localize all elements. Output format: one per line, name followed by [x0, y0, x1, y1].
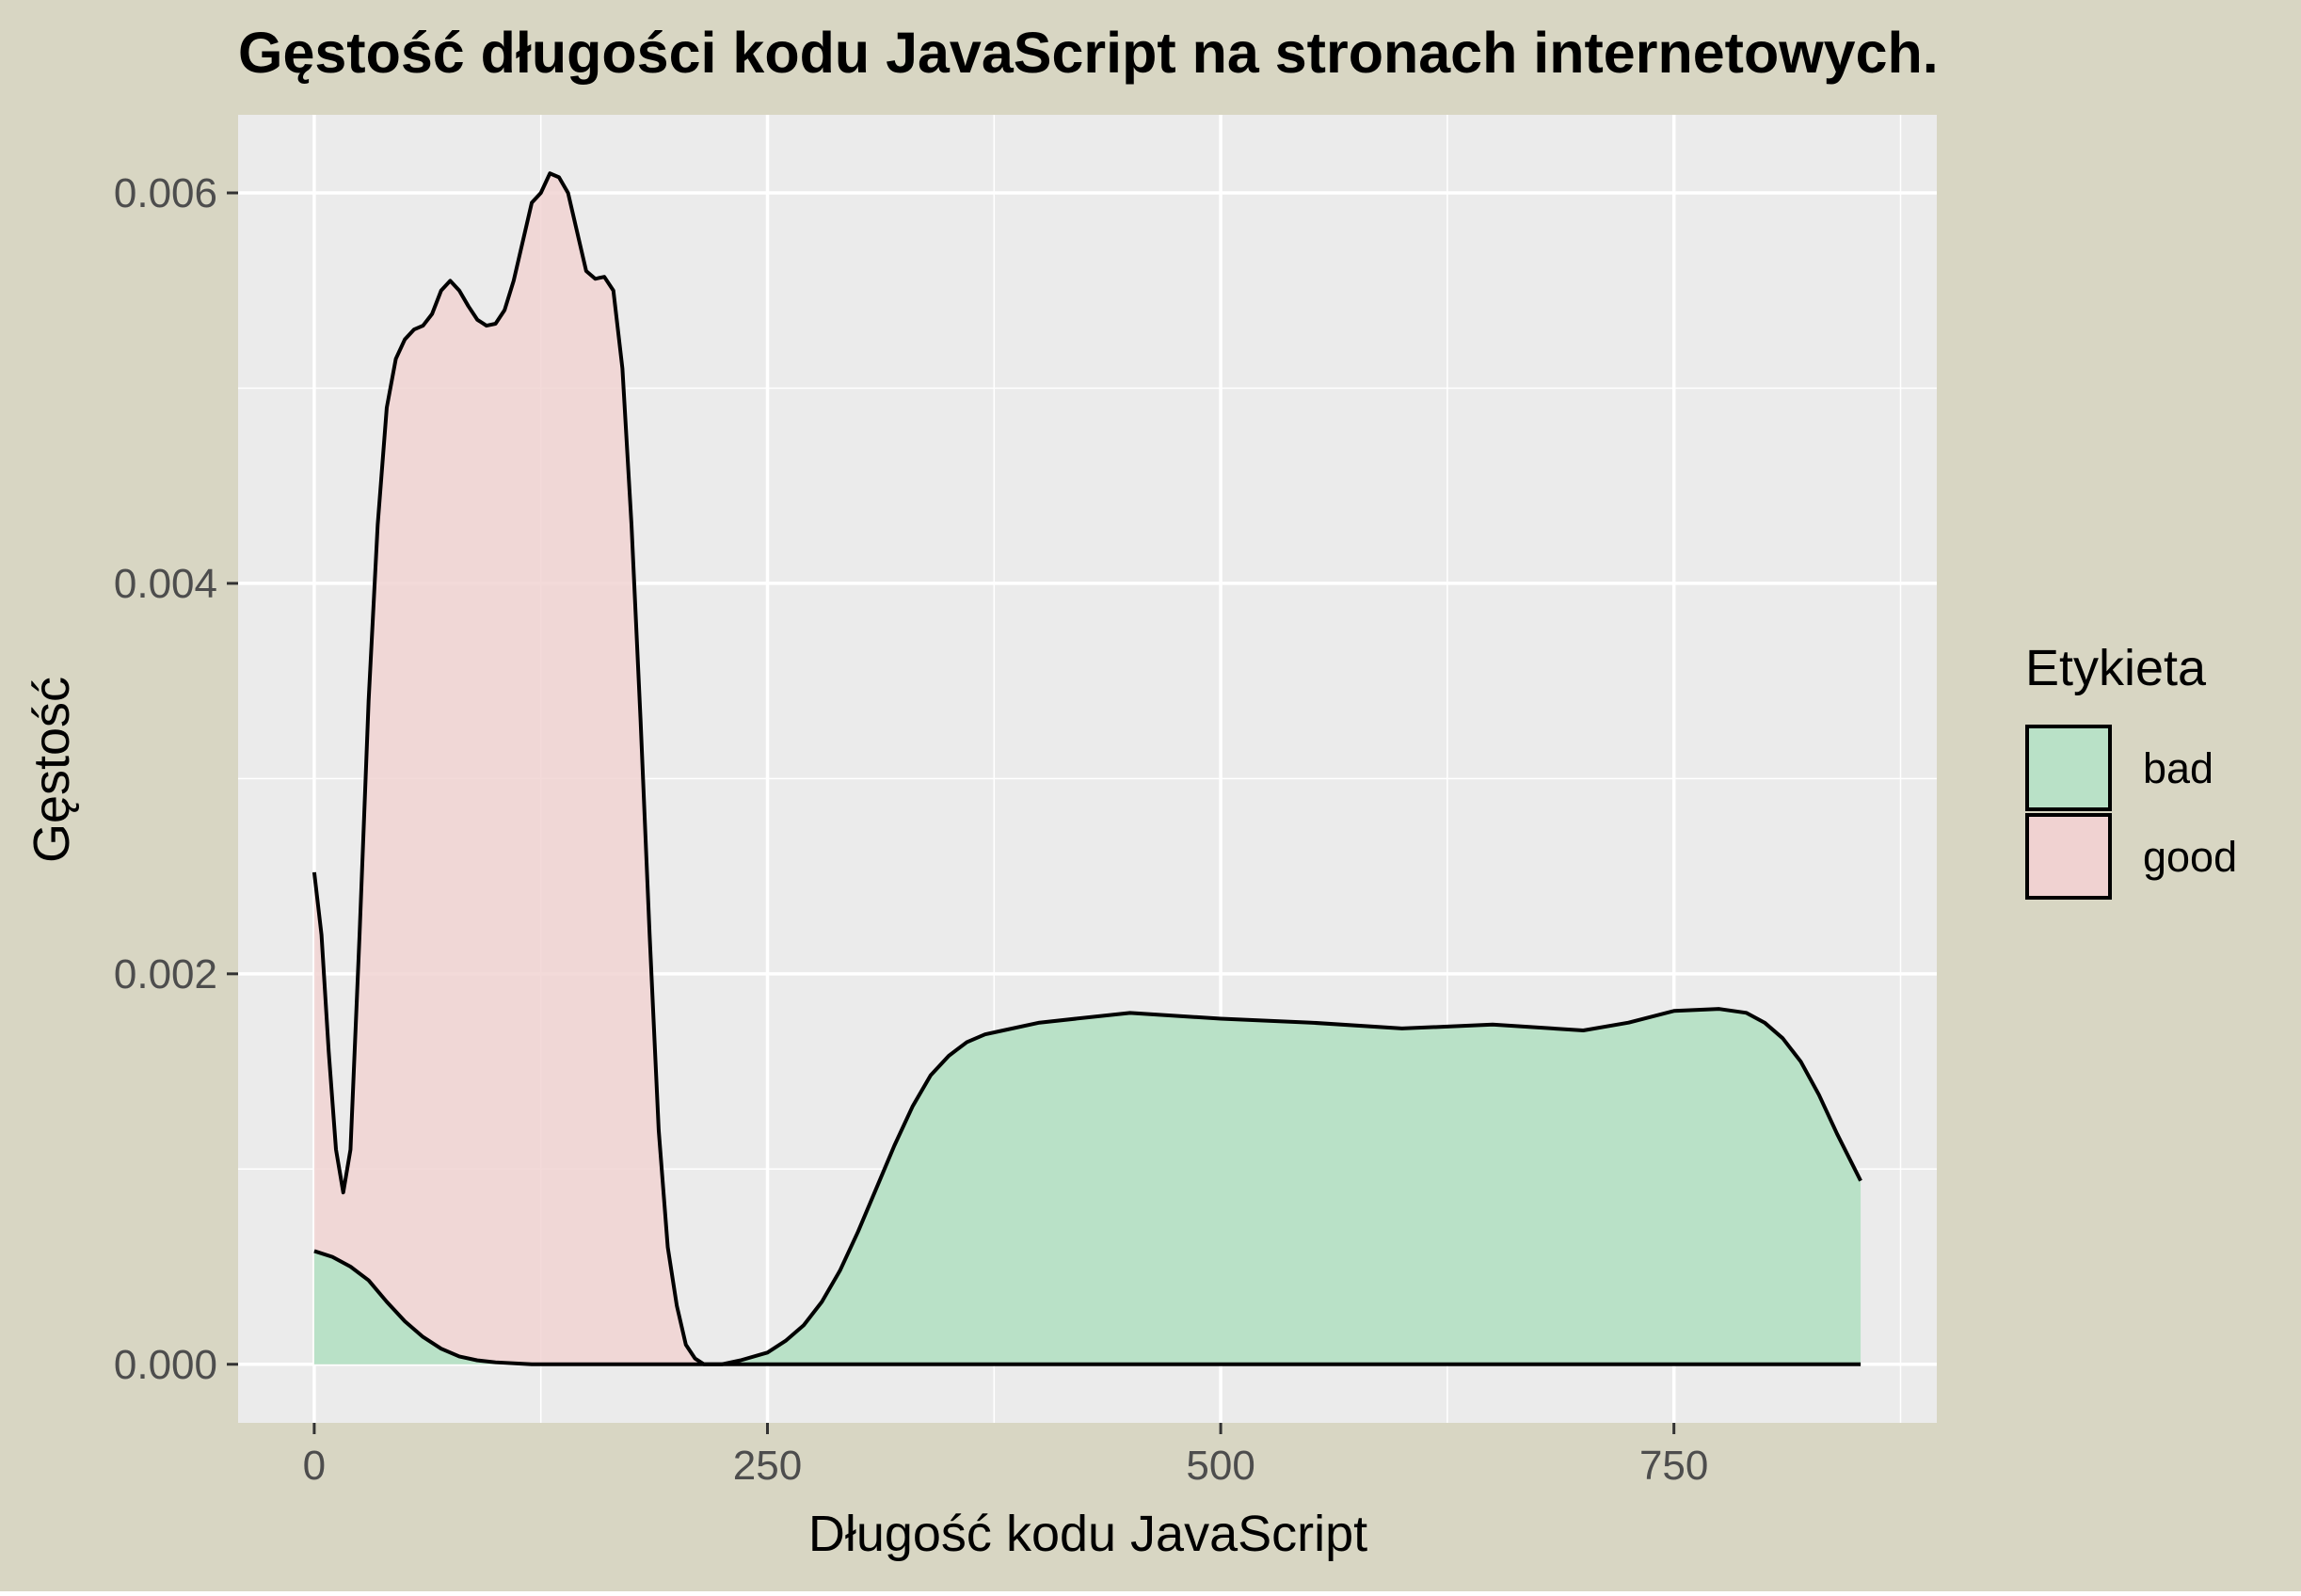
x-tick-label: 250 — [733, 1443, 802, 1489]
y-tick-label: 0.000 — [114, 1342, 217, 1388]
y-tick-label: 0.002 — [114, 951, 217, 998]
density-line-bad — [313, 1007, 1862, 1366]
legend-title: Etykieta — [2025, 640, 2207, 696]
x-tick-label: 0 — [303, 1443, 326, 1489]
x-tick-label: 750 — [1639, 1443, 1708, 1489]
y-axis-label: Gęstość — [24, 677, 80, 863]
legend: Etykieta bad good — [2025, 640, 2237, 900]
density-areas — [313, 173, 1862, 1365]
y-axis-ticks: 0.000 0.002 0.004 0.006 — [114, 170, 238, 1388]
legend-key-bad — [2025, 725, 2112, 811]
legend-label-bad: bad — [2143, 744, 2213, 792]
chart-title: Gęstość długości kodu JavaScript na stro… — [238, 21, 1939, 85]
legend-label-good: good — [2143, 833, 2237, 881]
density-area-bad — [313, 1009, 1862, 1365]
y-tick-label: 0.004 — [114, 561, 217, 607]
y-tick-label: 0.006 — [114, 170, 217, 216]
density-lines — [312, 171, 1862, 1366]
x-axis-ticks: 0 250 500 750 — [303, 1423, 1708, 1489]
density-line-good — [312, 171, 1862, 1366]
legend-key-good — [2025, 813, 2112, 900]
x-axis-label: Długość kodu JavaScript — [808, 1506, 1367, 1562]
x-tick-label: 500 — [1186, 1443, 1254, 1489]
density-area-good — [313, 173, 1862, 1365]
